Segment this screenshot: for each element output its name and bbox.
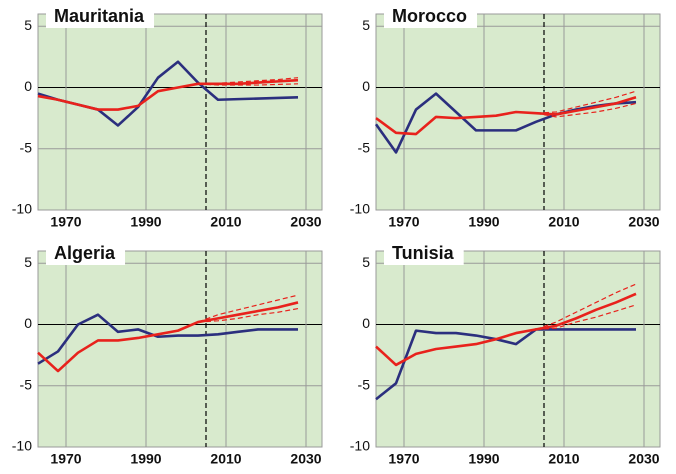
- projection-band: [197, 307, 299, 323]
- x-tick-label: 2010: [548, 451, 579, 467]
- panel-title: Algeria: [54, 243, 116, 263]
- panel: -10 -5 0 5 1970 1990 2010 2030 Mauritania: [12, 4, 323, 230]
- title-box: [384, 4, 478, 28]
- projection-band: [535, 102, 637, 118]
- y-tick-label: -5: [358, 376, 371, 392]
- title-box: [384, 241, 464, 265]
- y-tick-label: 0: [362, 315, 370, 331]
- y-tick-label: 0: [362, 78, 370, 94]
- y-tick-label: 0: [24, 78, 32, 94]
- y-tick-label: 5: [24, 17, 32, 33]
- plot-area: [375, 250, 661, 448]
- x-tick-label: 1990: [130, 451, 161, 467]
- panel: -10 -5 0 5 1970 1990 2010 2030 Algeria: [12, 241, 323, 467]
- x-tick-label: 1970: [388, 451, 419, 467]
- series-line: [375, 328, 636, 401]
- title-box: [46, 4, 155, 28]
- y-tick-label: -10: [12, 201, 32, 217]
- x-tick-label: 1990: [468, 214, 499, 230]
- x-tick-label: 2030: [628, 214, 659, 230]
- x-tick-label: 2030: [628, 451, 659, 467]
- projection-band: [535, 90, 637, 114]
- y-tick-label: -10: [350, 438, 370, 454]
- y-tick-label: -5: [358, 139, 371, 155]
- projection-band: [535, 283, 637, 330]
- x-tick-label: 2010: [210, 214, 241, 230]
- x-tick-label: 1990: [130, 214, 161, 230]
- y-tick-label: 5: [362, 254, 370, 270]
- y-tick-label: 0: [24, 315, 32, 331]
- series-line: [37, 313, 298, 365]
- x-tick-label: 1990: [468, 451, 499, 467]
- projection-band: [197, 294, 299, 323]
- series-line: [375, 292, 637, 367]
- projection-band: [535, 304, 637, 330]
- projection-band: [197, 77, 299, 85]
- plot-area: [37, 13, 323, 211]
- series-line: [37, 78, 299, 111]
- x-tick-label: 1970: [388, 214, 419, 230]
- x-tick-label: 1970: [50, 214, 81, 230]
- title-box: [46, 241, 126, 265]
- x-tick-label: 2030: [290, 451, 321, 467]
- y-tick-label: 5: [362, 17, 370, 33]
- plot-area: [37, 250, 323, 448]
- panel: -10 -5 0 5 1970 1990 2010 2030 Morocco: [350, 4, 661, 230]
- y-tick-label: -5: [20, 139, 33, 155]
- y-tick-label: 5: [24, 254, 32, 270]
- x-tick-label: 2030: [290, 214, 321, 230]
- x-tick-label: 2010: [210, 451, 241, 467]
- y-tick-label: -5: [20, 376, 33, 392]
- y-tick-label: -10: [12, 438, 32, 454]
- x-tick-label: 1970: [50, 451, 81, 467]
- y-tick-label: -10: [350, 201, 370, 217]
- x-tick-label: 2010: [548, 214, 579, 230]
- series-line: [375, 96, 637, 136]
- panel: -10 -5 0 5 1970 1990 2010 2030 Tunisia: [350, 241, 661, 467]
- series-line: [37, 301, 299, 373]
- panel-title: Tunisia: [392, 243, 455, 263]
- projection-band: [197, 83, 299, 86]
- panel-title: Morocco: [392, 6, 467, 26]
- panel-title: Mauritania: [54, 6, 145, 26]
